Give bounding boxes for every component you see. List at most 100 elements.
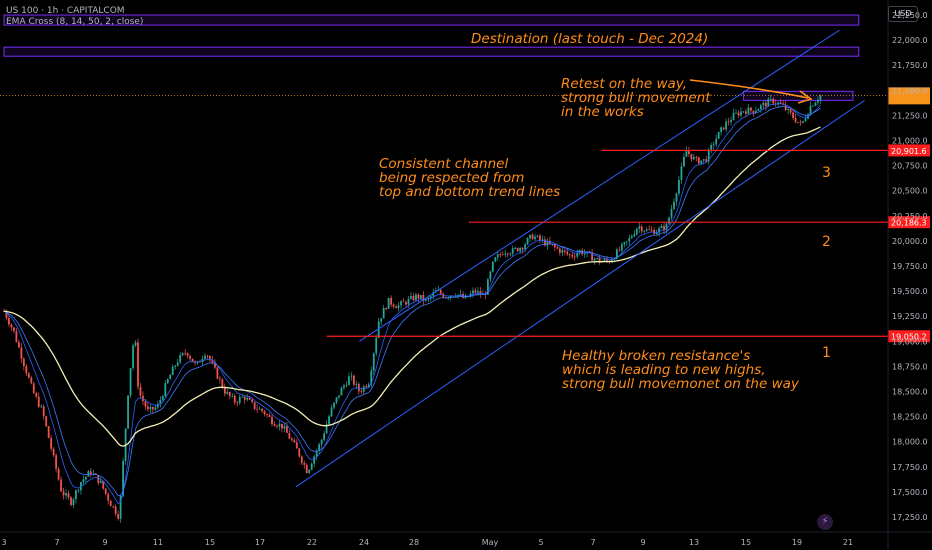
price-tick-label: 17,750.0 bbox=[892, 463, 928, 472]
candle-body bbox=[427, 297, 430, 299]
candle-body bbox=[214, 362, 216, 368]
price-tick-label: 22,250.0 bbox=[892, 11, 928, 20]
candle-body bbox=[345, 385, 348, 386]
candle-body bbox=[415, 294, 417, 301]
candle-body bbox=[189, 356, 192, 359]
candle-body bbox=[335, 397, 338, 403]
candle-body bbox=[501, 254, 504, 256]
candle-body bbox=[486, 279, 489, 295]
candle-body bbox=[295, 442, 298, 449]
candle-body bbox=[355, 383, 358, 385]
candle-body bbox=[273, 424, 276, 426]
candle-body bbox=[556, 247, 559, 249]
candle-body bbox=[55, 455, 58, 469]
candle-body bbox=[410, 295, 412, 299]
candle-body bbox=[710, 145, 713, 150]
resistance-tag-1 bbox=[888, 330, 930, 343]
candle-body bbox=[685, 150, 688, 157]
candle-body bbox=[107, 493, 110, 501]
candle-body bbox=[809, 105, 812, 115]
candle-body bbox=[360, 391, 363, 393]
candle-body bbox=[638, 226, 641, 229]
candle-body bbox=[283, 426, 286, 429]
candle-body bbox=[705, 159, 708, 162]
candle-body bbox=[606, 259, 608, 261]
candle-body bbox=[625, 241, 628, 243]
candle-body bbox=[521, 247, 524, 250]
candle-body bbox=[387, 297, 390, 309]
time-tick-label: 15 bbox=[205, 538, 215, 547]
candle-body bbox=[573, 256, 576, 258]
candle-body bbox=[687, 150, 690, 154]
level-2-label: 2 bbox=[822, 234, 831, 250]
candle-body bbox=[730, 120, 732, 123]
candle-body bbox=[35, 393, 38, 397]
candle-body bbox=[397, 305, 400, 309]
candle-body bbox=[288, 432, 291, 439]
candle-body bbox=[266, 414, 268, 415]
price-tick-label: 22,000.0 bbox=[892, 36, 928, 45]
candle-body bbox=[405, 301, 407, 305]
candle-body bbox=[40, 406, 43, 408]
broken-resistance-note: Healthy broken resistance's which is lea… bbox=[562, 348, 799, 392]
candle-body bbox=[747, 107, 750, 114]
candle-body bbox=[305, 464, 308, 474]
candle-body bbox=[5, 311, 8, 319]
destination-note: Destination (last touch - Dec 2024) bbox=[471, 31, 709, 47]
candle-body bbox=[338, 395, 340, 398]
candle-body bbox=[67, 493, 70, 498]
candle-body bbox=[697, 157, 700, 164]
candle-body bbox=[290, 438, 293, 441]
candle-body bbox=[678, 179, 680, 194]
lightning-icon[interactable]: ⚡ bbox=[817, 514, 833, 530]
candle-body bbox=[474, 290, 477, 293]
candle-body bbox=[477, 291, 479, 293]
candle-body bbox=[181, 352, 184, 356]
candle-body bbox=[442, 293, 445, 298]
price-tick-label: 18,750.0 bbox=[892, 362, 928, 371]
candle-body bbox=[640, 226, 643, 232]
candle-body bbox=[25, 366, 28, 374]
retest-arrow bbox=[689, 79, 809, 99]
candle-body bbox=[534, 236, 536, 240]
candle-body bbox=[268, 414, 271, 417]
candle-body bbox=[648, 229, 651, 231]
candle-body bbox=[764, 102, 767, 107]
candle-body bbox=[419, 294, 422, 299]
candle-body bbox=[715, 138, 718, 145]
candle-body bbox=[802, 121, 804, 123]
candle-body bbox=[797, 122, 799, 123]
candle-body bbox=[352, 375, 355, 385]
candle-body bbox=[13, 327, 15, 332]
candle-body bbox=[377, 321, 380, 338]
candle-body bbox=[735, 112, 737, 114]
candle-body bbox=[365, 386, 368, 388]
currency-button[interactable]: USD bbox=[888, 6, 918, 22]
time-tick-label: 5 bbox=[538, 538, 543, 547]
price-tick-label: 19,750.0 bbox=[892, 262, 928, 271]
candle-body bbox=[27, 373, 30, 378]
candle-body bbox=[60, 479, 62, 492]
candle-body bbox=[370, 370, 373, 385]
candle-body bbox=[392, 304, 395, 307]
candle-body bbox=[50, 438, 53, 449]
candle-body bbox=[784, 104, 787, 111]
candle-body bbox=[209, 356, 211, 361]
candle-body bbox=[561, 250, 564, 253]
candle-body bbox=[285, 426, 288, 433]
candle-body bbox=[635, 228, 638, 235]
channel-line-upper bbox=[359, 29, 840, 342]
candle-body bbox=[817, 100, 819, 103]
candle-body bbox=[633, 234, 636, 237]
candle-body bbox=[504, 253, 507, 255]
candle-body bbox=[15, 331, 18, 342]
candle-body bbox=[725, 121, 728, 130]
candle-body bbox=[630, 236, 633, 239]
candle-body bbox=[432, 292, 435, 297]
candle-body bbox=[132, 345, 134, 369]
candle-body bbox=[372, 353, 375, 371]
candle-body bbox=[496, 254, 499, 258]
candle-body bbox=[298, 448, 301, 457]
candle-body bbox=[45, 416, 48, 427]
